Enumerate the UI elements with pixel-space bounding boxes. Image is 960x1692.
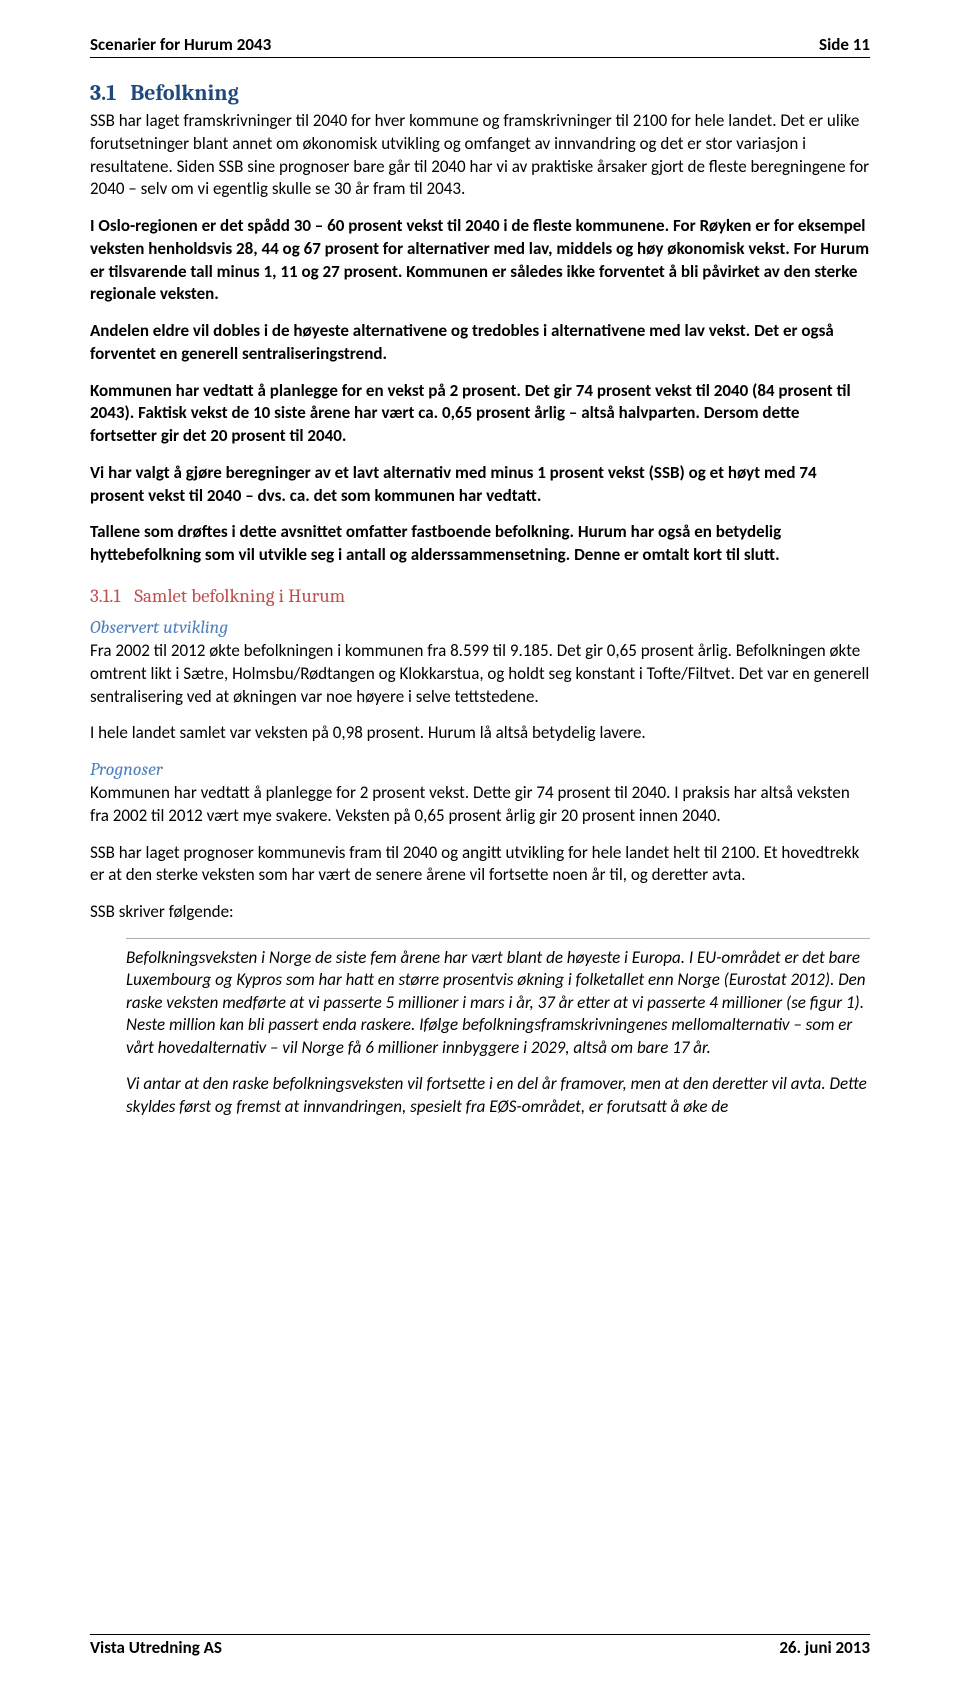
page-footer: Vista Utredning AS 26. juni 2013 <box>90 1634 870 1658</box>
header-page-number: Side 11 <box>819 34 870 55</box>
quote-paragraph: Vi antar at den raske befolkningsveksten… <box>126 1073 870 1118</box>
subsection-number: 3.1.1 <box>90 585 120 607</box>
italic-heading: Observert utvikling <box>90 617 870 638</box>
paragraph-bold: I Oslo-regionen er det spådd 30 – 60 pro… <box>90 215 870 306</box>
paragraph-bold: Kommunen har vedtatt å planlegge for en … <box>90 380 870 448</box>
quote-paragraph: Befolkningsveksten i Norge de siste fem … <box>126 947 870 1059</box>
subsection-title: Samlet befolkning i Hurum <box>134 585 345 607</box>
page-container: Scenarier for Hurum 2043 Side 11 3.1 Befo… <box>0 0 960 1692</box>
paragraph: I hele landet samlet var veksten på 0,98… <box>90 722 870 745</box>
paragraph-bold: Tallene som drøftes i dette avsnittet om… <box>90 521 870 567</box>
footer-right: 26. juni 2013 <box>779 1637 870 1658</box>
paragraph-bold: Andelen eldre vil dobles i de høyeste al… <box>90 320 870 366</box>
paragraph: SSB har laget prognoser kommunevis fram … <box>90 842 870 888</box>
paragraph: SSB skriver følgende: <box>90 901 870 924</box>
subsection-heading: 3.1.1 Samlet befolkning i Hurum <box>90 585 870 607</box>
italic-heading: Prognoser <box>90 759 870 780</box>
section-number: 3.1 <box>90 80 116 106</box>
paragraph: SSB har laget framskrivninger til 2040 f… <box>90 110 870 201</box>
page-header: Scenarier for Hurum 2043 Side 11 <box>90 34 870 58</box>
paragraph-bold: Vi har valgt å gjøre beregninger av et l… <box>90 462 870 508</box>
paragraph: Kommunen har vedtatt å planlegge for 2 p… <box>90 782 870 828</box>
header-title: Scenarier for Hurum 2043 <box>90 34 271 55</box>
section-heading: 3.1 Befolkning <box>90 80 870 106</box>
footer-left: Vista Utredning AS <box>90 1637 222 1658</box>
paragraph: Fra 2002 til 2012 økte befolkningen i ko… <box>90 640 870 708</box>
quote-block: Befolkningsveksten i Norge de siste fem … <box>126 938 870 1118</box>
section-title: Befolkning <box>130 80 238 106</box>
page-content: 3.1 Befolkning SSB har laget framskrivnin… <box>90 80 870 1616</box>
